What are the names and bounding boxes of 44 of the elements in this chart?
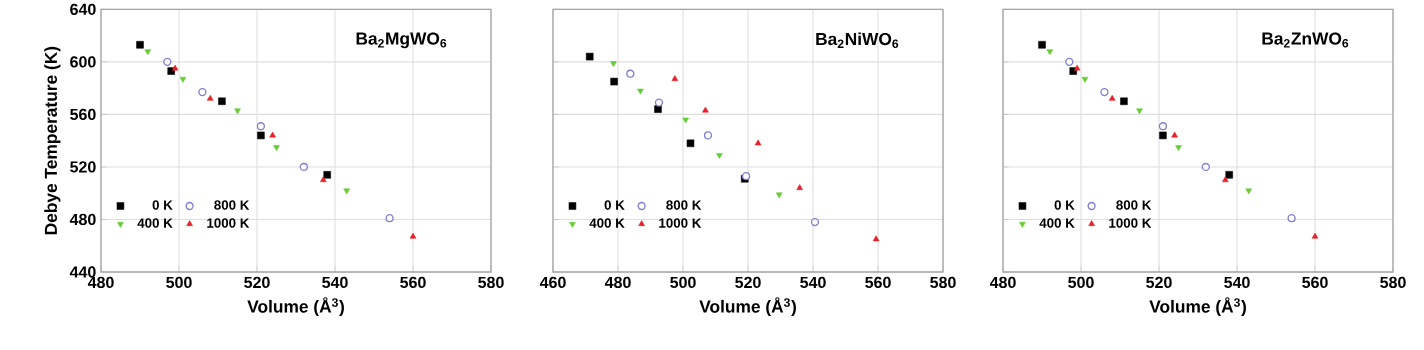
legend-label: 1000 K [659, 218, 702, 228]
x-tick-label: 560 [865, 276, 891, 289]
x-axis-title: Volume (Å$^{3}$) [1149, 297, 1246, 317]
x-tick-label: 540 [322, 276, 348, 289]
y-tick-label: 640 [70, 3, 96, 15]
legend-label: 400 K [1039, 218, 1075, 228]
annotation: Ba$_{2}$ZnWO$_{6}$ [1262, 32, 1349, 48]
legend-label: 0 K [1054, 200, 1075, 210]
x-tick-label: 480 [87, 276, 114, 289]
x-tick-label: 560 [1302, 276, 1328, 289]
x-tick-label: 580 [478, 276, 504, 289]
x-tick-label: 580 [930, 276, 956, 289]
x-tick-label: 540 [800, 276, 826, 289]
x-tick-label: 500 [1068, 276, 1094, 289]
legend-label: 800 K [214, 200, 250, 210]
legend-label: 0 K [152, 200, 173, 210]
y-axis-title: Debye Temperature (K) [44, 46, 61, 235]
legend-label: 1000 K [1109, 218, 1152, 228]
x-tick-label: 540 [1224, 276, 1250, 289]
y-tick-label: 480 [69, 213, 96, 226]
legend-label: 1000 K [207, 218, 250, 228]
x-axis-title: Volume (Å$^{3}$) [699, 297, 796, 317]
x-tick-label: 580 [1380, 276, 1406, 289]
x-tick-label: 520 [1146, 276, 1172, 289]
x-tick-label: 480 [604, 276, 631, 289]
y-tick-label: 440 [69, 266, 96, 278]
x-tick-label: 500 [670, 276, 696, 289]
legend-label: 0 K [604, 200, 625, 210]
annotation: Ba$_{2}$MgWO$_{6}$ [356, 32, 447, 49]
legend-label: 800 K [1116, 200, 1152, 210]
legend-label: 400 K [137, 218, 173, 228]
y-tick-label: 520 [70, 161, 96, 173]
x-tick-label: 560 [400, 276, 426, 289]
y-tick-label: 600 [70, 56, 96, 68]
legend-label: 400 K [589, 218, 625, 228]
x-axis-title: Volume (Å$^{3}$) [247, 297, 344, 317]
x-tick-label: 500 [166, 276, 192, 289]
x-tick-label: 520 [244, 276, 270, 289]
x-tick-label: 460 [539, 276, 566, 289]
y-tick-label: 560 [70, 108, 96, 121]
x-tick-label: 520 [735, 276, 761, 289]
x-tick-label: 480 [989, 276, 1016, 289]
legend-label: 800 K [666, 200, 702, 210]
annotation: Ba$_{2}$NiWO$_{6}$ [816, 32, 899, 49]
